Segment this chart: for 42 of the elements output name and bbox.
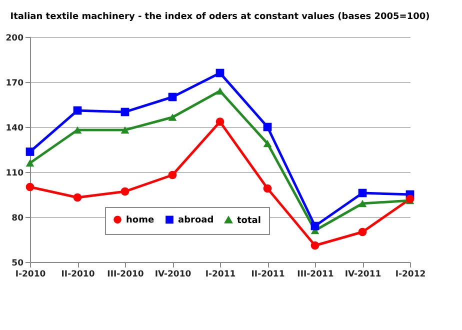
point — [73, 193, 82, 202]
point — [310, 222, 320, 230]
point — [73, 126, 82, 134]
point — [216, 87, 224, 95]
y-tick-label: 140 — [6, 124, 24, 134]
point — [358, 188, 367, 198]
chart-title: Italian textile machinery - the index of oders at constant values (bases 2005=100) — [10, 12, 430, 22]
y-tick-label: 110 — [6, 168, 24, 178]
point — [358, 200, 367, 208]
y-tick-label: 80 — [12, 214, 24, 224]
point — [120, 187, 130, 196]
x-tick-label: II-2011 — [251, 270, 285, 280]
legend-label: total — [237, 216, 261, 226]
x-tick-label: IV-2010 — [154, 270, 192, 280]
x-tick-label: IV-2011 — [344, 270, 382, 280]
point — [168, 114, 177, 121]
legend-label: abroad — [178, 216, 214, 226]
x-tick-label: III-2011 — [297, 270, 334, 280]
x-tick-label: I-2012 — [395, 270, 426, 280]
point — [26, 182, 34, 192]
point — [26, 159, 34, 167]
point — [120, 126, 130, 134]
point — [263, 140, 272, 148]
point — [168, 92, 177, 102]
point — [310, 241, 320, 250]
legend-label: home — [126, 216, 154, 226]
y-tick-label: 200 — [6, 34, 24, 44]
point — [263, 122, 272, 132]
point — [216, 68, 224, 78]
point — [73, 106, 82, 115]
y-tick-label: 50 — [12, 258, 24, 268]
point — [26, 148, 34, 156]
x-tick-label: II-2010 — [61, 270, 95, 280]
y-tick-label: 170 — [6, 78, 24, 88]
point — [168, 170, 177, 180]
point — [263, 184, 272, 193]
x-tick-label: III-2010 — [107, 270, 144, 280]
point — [120, 108, 130, 116]
x-tick-label: I-2010 — [15, 270, 46, 280]
point — [216, 118, 224, 126]
point — [358, 228, 367, 236]
x-tick-label: I-2011 — [205, 270, 236, 280]
